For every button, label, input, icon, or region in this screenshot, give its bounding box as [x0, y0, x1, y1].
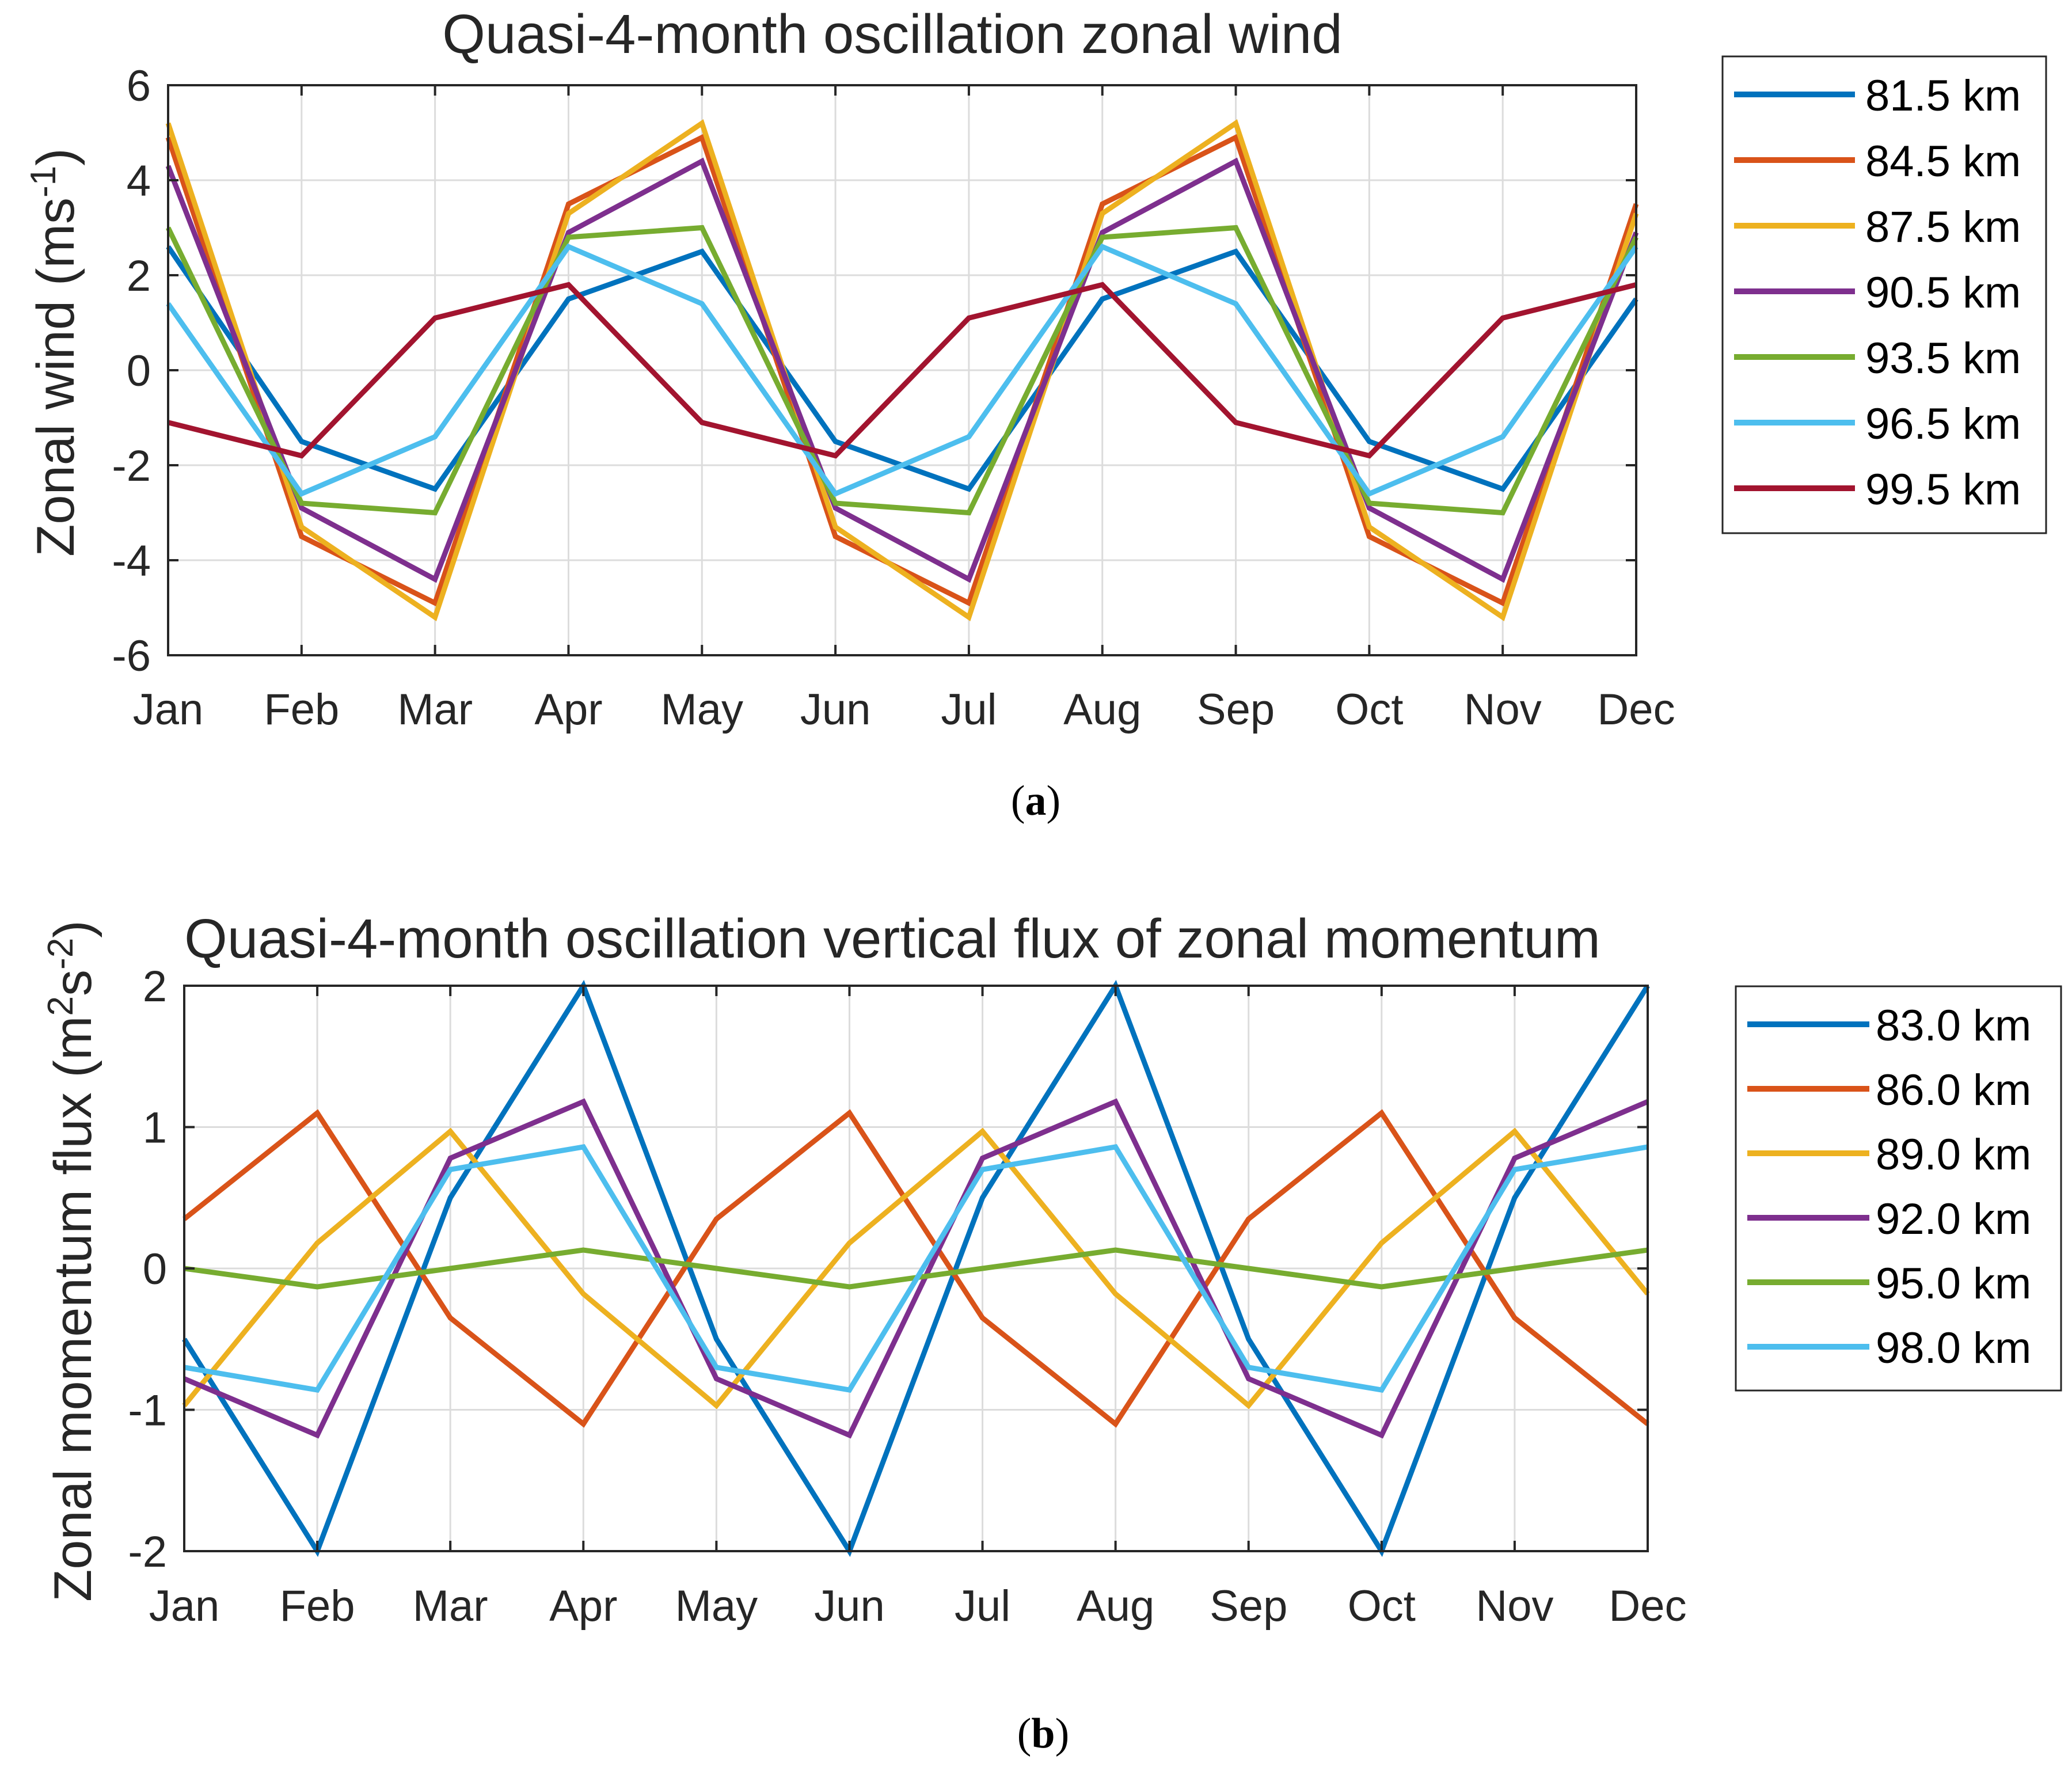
- chart-b-y-label-sup: 2: [41, 996, 81, 1016]
- x-tick-label: Nov: [1476, 1582, 1553, 1631]
- series-line-90-5-km: [165, 157, 1639, 583]
- chart-b-y-ticks: -2 -1 0 1 2: [128, 962, 1648, 1576]
- x-tick-label: Sep: [1210, 1582, 1287, 1631]
- chart-b-x-ticks: Jan Feb Mar Apr May Jun Jul Aug Sep Oct Nov Dec: [149, 986, 1687, 1631]
- legend-label: 89.0 km: [1876, 1130, 2031, 1179]
- x-tick-label: Nov: [1464, 685, 1542, 734]
- x-tick-label: May: [675, 1582, 758, 1631]
- x-tick-label: Feb: [280, 1582, 355, 1631]
- chart-a-title: Quasi-4-month oscillation zonal wind: [442, 3, 1342, 65]
- chart-a-y-label-end: ): [26, 148, 85, 166]
- x-tick-label: Jul: [955, 1582, 1010, 1631]
- chart-a-caption: (a): [1011, 777, 1060, 825]
- chart-a-y-label-main: Zonal wind (ms: [26, 197, 85, 557]
- legend-label: 96.5 km: [1865, 400, 2021, 449]
- legend-label: 93.5 km: [1865, 334, 2021, 383]
- x-tick-label: Dec: [1609, 1582, 1686, 1631]
- series-line-99-5-km: [167, 282, 1637, 459]
- chart-b-y-label-end: ): [44, 920, 102, 938]
- y-tick-label: 6: [127, 62, 151, 111]
- x-tick-label: Aug: [1077, 1582, 1154, 1631]
- y-tick-label: 4: [127, 157, 151, 206]
- x-tick-label: Apr: [534, 685, 602, 734]
- series-line-89-0-km: [182, 1127, 1650, 1410]
- y-tick-label: -2: [128, 1528, 167, 1576]
- y-tick-label: -1: [128, 1386, 167, 1435]
- chart-a-y-label-sup: -1: [24, 166, 63, 197]
- legend-label: 99.5 km: [1865, 465, 2021, 514]
- x-tick-label: May: [660, 685, 743, 734]
- chart-b-plot-area: [182, 979, 1650, 1557]
- legend-label: 92.0 km: [1876, 1195, 2031, 1244]
- chart-a-grid: [168, 85, 1636, 655]
- x-tick-label: Jul: [941, 685, 997, 734]
- y-tick-label: -4: [112, 537, 151, 586]
- chart-b-y-label-main: Zonal momentum flux (m: [44, 1016, 102, 1601]
- legend-label: 83.0 km: [1876, 1001, 2031, 1050]
- y-tick-label: 2: [127, 252, 151, 301]
- series-line-83-0-km: [182, 979, 1650, 1557]
- legend-label: 87.5 km: [1865, 203, 2021, 252]
- series-line-98-0-km: [184, 1143, 1648, 1393]
- chart-b-y-label-mid: s: [44, 970, 102, 996]
- chart-b-caption: (b): [1017, 1710, 1069, 1757]
- legend-box: [1735, 985, 2062, 1392]
- x-tick-label: Oct: [1335, 685, 1403, 734]
- x-tick-label: Mar: [397, 685, 473, 734]
- chart-b-y-axis-label: Zonal momentum flux (m2s-2): [41, 920, 102, 1602]
- y-tick-label: -6: [112, 632, 151, 681]
- chart-b-title: Quasi-4-month oscillation vertical flux …: [184, 908, 1600, 970]
- legend-label: 84.5 km: [1865, 137, 2021, 186]
- chart-a-x-ticks: Jan Feb Mar Apr May Jun Jul Aug Sep Oct Nov Dec: [133, 85, 1675, 734]
- chart-a-y-axis-label: Zonal wind (ms-1): [24, 148, 85, 557]
- y-tick-label: 0: [127, 347, 151, 396]
- chart-b-grid: [184, 986, 1648, 1551]
- chart-b-y-label-sup2: -2: [41, 938, 81, 970]
- x-tick-label: Jun: [814, 1582, 885, 1631]
- legend-box: [1721, 55, 2047, 534]
- series-line-93-5-km: [165, 225, 1639, 516]
- chart-a-plot-area: [165, 119, 1639, 622]
- legend-label: 90.5 km: [1865, 268, 2021, 317]
- x-tick-label: Sep: [1197, 685, 1275, 734]
- series-line-96-5-km: [166, 243, 1638, 497]
- x-tick-label: Apr: [549, 1582, 617, 1631]
- chart-a-legend: 81.5 km 84.5 km 87.5 km 90.5 km 93.5 km 96.5 …: [1721, 55, 2047, 534]
- series-line-86-0-km: [183, 1109, 1649, 1428]
- x-tick-label: Jan: [133, 685, 204, 734]
- x-tick-label: Mar: [413, 1582, 488, 1631]
- legend-label: 95.0 km: [1876, 1259, 2031, 1308]
- y-tick-label: 2: [143, 962, 167, 1011]
- legend-label: 98.0 km: [1876, 1324, 2031, 1373]
- x-tick-label: Jun: [800, 685, 871, 734]
- y-tick-label: 0: [143, 1245, 167, 1294]
- x-tick-label: Feb: [264, 685, 339, 734]
- x-tick-label: Aug: [1063, 685, 1141, 734]
- legend-label: 86.0 km: [1876, 1066, 2031, 1115]
- legend-label: 81.5 km: [1865, 71, 2021, 120]
- chart-b-legend: 83.0 km 86.0 km 89.0 km 92.0 km 95.0 km 98.0 …: [1735, 985, 2062, 1392]
- y-tick-label: -2: [112, 442, 151, 491]
- x-tick-label: Jan: [149, 1582, 220, 1631]
- chart-a-y-ticks: -6 -4 -2 0 2 4 6: [112, 62, 1636, 681]
- panel-a-zonal-wind: Quasi-4-month oscillation zonal wind Zon…: [24, 3, 2047, 825]
- x-tick-label: Oct: [1348, 1582, 1416, 1631]
- y-tick-label: 1: [143, 1104, 167, 1153]
- series-line-87-5-km: [165, 119, 1639, 622]
- panel-b-momentum-flux: Quasi-4-month oscillation vertical flux …: [41, 908, 2062, 1757]
- x-tick-label: Dec: [1597, 685, 1675, 734]
